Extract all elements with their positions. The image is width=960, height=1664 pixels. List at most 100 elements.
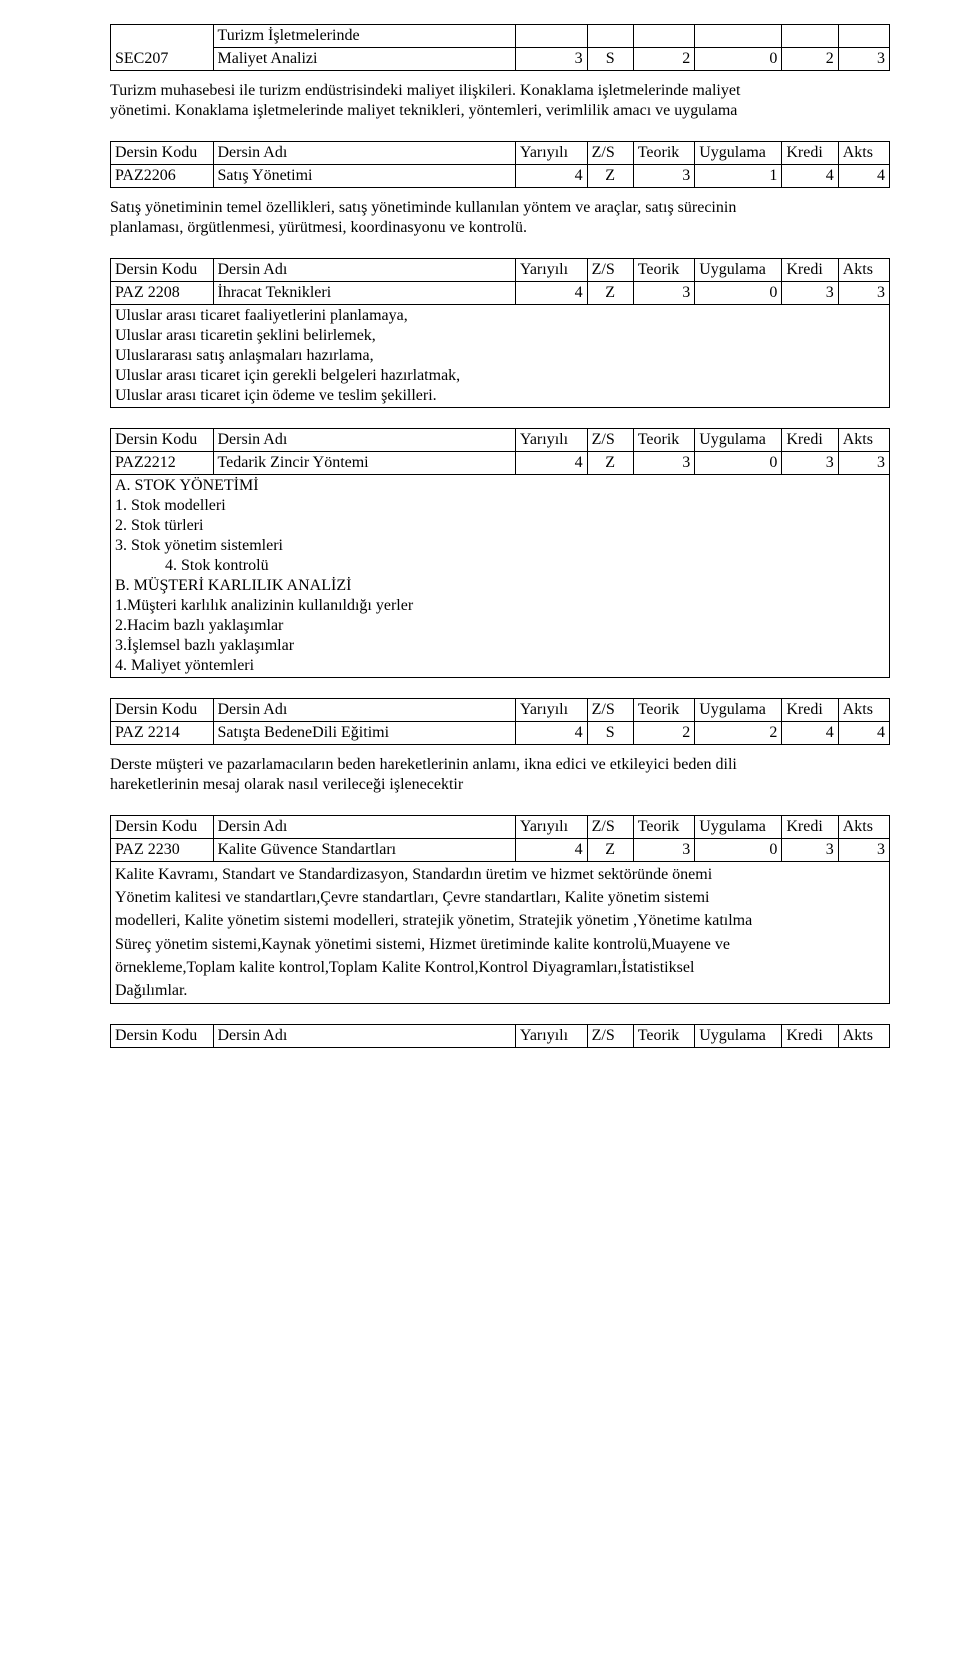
cell-credit: 4 xyxy=(782,722,838,745)
desc-line: Uluslar arası ticaretin şeklini belirlem… xyxy=(115,326,885,346)
header-zs: Z/S xyxy=(587,142,633,165)
header-credit: Kredi xyxy=(782,429,838,452)
course-paz2230: Dersin Kodu Dersin Adı Yarıyılı Z/S Teor… xyxy=(110,815,890,1004)
cell-theory: 3 xyxy=(633,165,695,188)
cell-credit: 3 xyxy=(782,282,838,305)
course-description: Kalite Kavramı, Standart ve Standardizas… xyxy=(110,862,890,1004)
header-akts: Akts xyxy=(838,142,889,165)
header-theory: Teorik xyxy=(633,1025,695,1048)
cell-year: 4 xyxy=(515,452,587,475)
header-practice: Uygulama xyxy=(695,1025,782,1048)
cell-practice: 1 xyxy=(695,165,782,188)
desc-line: Uluslar arası ticaret faaliyetlerini pla… xyxy=(115,306,885,326)
desc-line: 3.İşlemsel bazlı yaklaşımlar xyxy=(115,636,885,656)
table-header-row: Dersin Kodu Dersin Adı Yarıyılı Z/S Teor… xyxy=(111,259,890,282)
header-name: Dersin Adı xyxy=(213,142,515,165)
desc-line: örnekleme,Toplam kalite kontrol,Toplam K… xyxy=(115,956,885,979)
header-akts: Akts xyxy=(838,429,889,452)
cell-credit: 3 xyxy=(782,452,838,475)
course-paz2214: Dersin Kodu Dersin Adı Yarıyılı Z/S Teor… xyxy=(110,698,890,795)
course-description: Turizm muhasebesi ile turizm endüstrisin… xyxy=(110,81,890,121)
cell-credit: 3 xyxy=(782,839,838,862)
desc-line: Turizm muhasebesi ile turizm endüstrisin… xyxy=(110,81,890,101)
course-code: SEC207 xyxy=(111,25,214,71)
table-row: PAZ 2230 Kalite Güvence Standartları 4 Z… xyxy=(111,839,890,862)
header-zs: Z/S xyxy=(587,1025,633,1048)
header-credit: Kredi xyxy=(782,699,838,722)
cell-akts: 3 xyxy=(838,282,889,305)
header-year: Yarıyılı xyxy=(515,816,587,839)
header-year: Yarıyılı xyxy=(515,699,587,722)
header-name: Dersin Adı xyxy=(213,816,515,839)
cell-practice: 2 xyxy=(695,722,782,745)
header-practice: Uygulama xyxy=(695,142,782,165)
cell-zs: Z xyxy=(587,165,633,188)
cell-credit: 4 xyxy=(782,165,838,188)
course-description: A. STOK YÖNETİMİ 1. Stok modelleri 2. St… xyxy=(110,475,890,678)
header-code: Dersin Kodu xyxy=(111,699,214,722)
cell-year: 3 xyxy=(515,48,587,71)
desc-line: Satış yönetiminin temel özellikleri, sat… xyxy=(110,198,890,218)
cell-theory: 3 xyxy=(633,839,695,862)
course-code: PAZ2212 xyxy=(111,452,214,475)
table-row: Maliyet Analizi 3 S 2 0 2 3 xyxy=(111,48,890,71)
desc-line: planlaması, örgütlenmesi, yürütmesi, koo… xyxy=(110,218,890,238)
header-akts: Akts xyxy=(838,1025,889,1048)
header-theory: Teorik xyxy=(633,429,695,452)
header-practice: Uygulama xyxy=(695,259,782,282)
table-row: PAZ2212 Tedarik Zincir Yöntemi 4 Z 3 0 3… xyxy=(111,452,890,475)
desc-line: 4. Stok kontrolü xyxy=(115,556,885,576)
cell-credit: 2 xyxy=(782,48,838,71)
cell-practice: 0 xyxy=(695,839,782,862)
table-header-row: Dersin Kodu Dersin Adı Yarıyılı Z/S Teor… xyxy=(111,816,890,839)
course-paz2212: Dersin Kodu Dersin Adı Yarıyılı Z/S Teor… xyxy=(110,428,890,678)
course-name: Tedarik Zincir Yöntemi xyxy=(213,452,515,475)
course-code: PAZ 2214 xyxy=(111,722,214,745)
cell-akts: 4 xyxy=(838,165,889,188)
header-credit: Kredi xyxy=(782,142,838,165)
header-name: Dersin Adı xyxy=(213,429,515,452)
desc-line: modelleri, Kalite yönetim sistemi modell… xyxy=(115,909,885,932)
course-paz2208: Dersin Kodu Dersin Adı Yarıyılı Z/S Teor… xyxy=(110,258,890,408)
header-year: Yarıyılı xyxy=(515,142,587,165)
cell-year: 4 xyxy=(515,722,587,745)
course-code: PAZ 2208 xyxy=(111,282,214,305)
cell-practice: 0 xyxy=(695,48,782,71)
header-theory: Teorik xyxy=(633,259,695,282)
header-zs: Z/S xyxy=(587,816,633,839)
table-header-row: Dersin Kodu Dersin Adı Yarıyılı Z/S Teor… xyxy=(111,429,890,452)
desc-line: Kalite Kavramı, Standart ve Standardizas… xyxy=(115,863,885,886)
course-code: PAZ2206 xyxy=(111,165,214,188)
course-table: Dersin Kodu Dersin Adı Yarıyılı Z/S Teor… xyxy=(110,1024,890,1048)
course-table: SEC207 Turizm İşletmelerinde Maliyet Ana… xyxy=(110,24,890,71)
course-table: Dersin Kodu Dersin Adı Yarıyılı Z/S Teor… xyxy=(110,141,890,188)
header-credit: Kredi xyxy=(782,1025,838,1048)
cell-theory: 2 xyxy=(633,722,695,745)
cell-practice: 0 xyxy=(695,452,782,475)
cell-year: 4 xyxy=(515,839,587,862)
desc-line: yönetimi. Konaklama işletmelerinde maliy… xyxy=(110,101,890,121)
course-name: Satış Yönetimi xyxy=(213,165,515,188)
desc-line: 2.Hacim bazlı yaklaşımlar xyxy=(115,616,885,636)
cell-zs: S xyxy=(587,722,633,745)
header-code: Dersin Kodu xyxy=(111,1025,214,1048)
header-practice: Uygulama xyxy=(695,816,782,839)
desc-line: 4. Maliyet yöntemleri xyxy=(115,656,885,676)
desc-line: 1.Müşteri karlılık analizinin kullanıldı… xyxy=(115,596,885,616)
cell-akts: 3 xyxy=(838,48,889,71)
cell-practice: 0 xyxy=(695,282,782,305)
cell-year: 4 xyxy=(515,165,587,188)
desc-line: hareketlerinin mesaj olarak nasıl verile… xyxy=(110,775,890,795)
desc-line: Yönetim kalitesi ve standartları,Çevre s… xyxy=(115,886,885,909)
header-name: Dersin Adı xyxy=(213,1025,515,1048)
desc-line: 3. Stok yönetim sistemleri xyxy=(115,536,885,556)
course-description: Derste müşteri ve pazarlamacıların beden… xyxy=(110,755,890,795)
desc-line: A. STOK YÖNETİMİ xyxy=(115,476,885,496)
course-description: Uluslar arası ticaret faaliyetlerini pla… xyxy=(110,305,890,408)
course-name: Kalite Güvence Standartları xyxy=(213,839,515,862)
header-code: Dersin Kodu xyxy=(111,429,214,452)
desc-line: Uluslar arası ticaret için ödeme ve tesl… xyxy=(115,386,885,406)
header-code: Dersin Kodu xyxy=(111,142,214,165)
cell-year: 4 xyxy=(515,282,587,305)
cell-theory: 3 xyxy=(633,452,695,475)
